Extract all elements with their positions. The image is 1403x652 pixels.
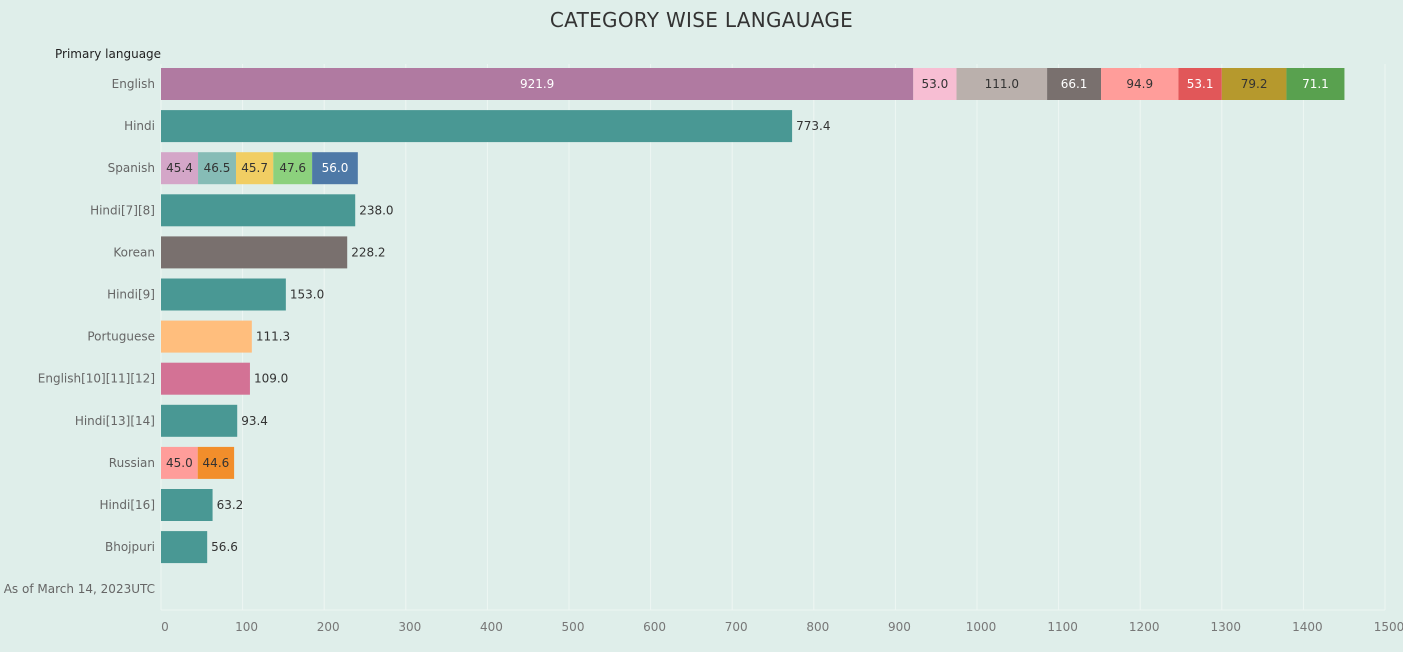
bar-segment: [1047, 68, 1102, 100]
data-label: 94.9: [1126, 77, 1153, 91]
data-label: 47.6: [279, 161, 306, 175]
bar-segment: [913, 68, 957, 100]
category-label: Hindi[16]: [99, 498, 155, 512]
bar-segment: [161, 362, 250, 395]
category-label: Bhojpuri: [105, 540, 155, 554]
bar-segment: [273, 152, 313, 185]
category-label: Russian: [109, 456, 155, 470]
bar-segment: [161, 446, 198, 479]
category-label: Portuguese: [87, 330, 155, 344]
x-tick-label: 1000: [966, 620, 997, 634]
data-label: 56.0: [322, 161, 349, 175]
bar-segment: [198, 152, 236, 185]
x-tick-label: 300: [398, 620, 421, 634]
x-axis-ticks: 0 100 200 300 400 500 600 700 800 900 1000 1100 1200…: [161, 609, 1403, 634]
category-label: English[10][11][12]: [38, 372, 155, 386]
bar-segment: [1221, 68, 1287, 100]
bar-segment: [1178, 68, 1222, 100]
category-label: Hindi[7][8]: [90, 203, 155, 217]
bar-segment: [161, 194, 356, 227]
bar-segment: [161, 110, 793, 143]
data-label: 46.5: [204, 161, 231, 175]
bar-segment: [312, 152, 358, 185]
bar-segment: [161, 152, 199, 185]
bars: 921.9 53.0 111.0 66.1 94.9 53.1 79.2 71.1 773.4 4…: [161, 68, 1345, 564]
category-label: Hindi: [124, 119, 155, 133]
x-tick-label: 0: [161, 620, 169, 634]
data-label: 773.4: [796, 119, 830, 133]
data-label: 53.0: [922, 77, 949, 91]
data-label: 921.9: [520, 77, 554, 91]
data-label: 71.1: [1302, 77, 1329, 91]
x-tick-label: 200: [317, 620, 340, 634]
bar-segment: [1101, 68, 1179, 100]
data-label: 53.1: [1187, 77, 1214, 91]
gridlines: [160, 64, 1386, 610]
category-label: Hindi[13][14]: [75, 414, 155, 428]
x-tick-label: 900: [888, 620, 911, 634]
bar-segment: [235, 152, 274, 185]
data-label: 153.0: [290, 288, 324, 302]
x-tick-label: 700: [725, 620, 748, 634]
category-label: Spanish: [108, 161, 155, 175]
data-label: 56.6: [211, 540, 238, 554]
data-label: 45.4: [166, 161, 193, 175]
data-label: 63.2: [217, 498, 244, 512]
bar-segment: [161, 320, 252, 353]
data-label: 66.1: [1061, 77, 1088, 91]
category-label: Hindi[9]: [107, 288, 155, 302]
y-axis-header: Primary language: [55, 47, 162, 61]
bar-segment: [161, 278, 286, 311]
data-label: 45.7: [241, 161, 268, 175]
category-labels: English Hindi Spanish Hindi[7][8] Korean Hind…: [4, 77, 155, 596]
data-label: 238.0: [359, 203, 393, 217]
x-tick-label: 400: [480, 620, 503, 634]
data-label: 111.3: [256, 330, 290, 344]
data-label: 109.0: [254, 372, 288, 386]
x-tick-label: 500: [562, 620, 585, 634]
x-tick-label: 1200: [1129, 620, 1160, 634]
bar-segment: [161, 531, 208, 564]
bar-segment: [161, 404, 238, 437]
x-tick-label: 1100: [1047, 620, 1078, 634]
data-label: 45.0: [166, 456, 193, 470]
data-label: 79.2: [1241, 77, 1268, 91]
x-tick-label: 1400: [1292, 620, 1323, 634]
data-label: 228.2: [351, 245, 385, 259]
x-tick-label: 600: [643, 620, 666, 634]
data-label: 93.4: [241, 414, 268, 428]
data-label: 44.6: [203, 456, 230, 470]
x-tick-label: 100: [235, 620, 258, 634]
x-tick-label: 1300: [1211, 620, 1242, 634]
category-label: English: [112, 77, 155, 91]
chart-title: CATEGORY WISE LANGAUAGE: [549, 8, 854, 32]
category-label: As of March 14, 2023UTC: [4, 582, 155, 596]
bar-segment: [161, 68, 914, 100]
category-label: Korean: [113, 245, 155, 259]
bar-segment: [956, 68, 1048, 100]
x-tick-label: 1500: [1374, 620, 1403, 634]
bar-segment: [161, 236, 348, 269]
bar-segment: [197, 446, 235, 479]
x-tick-label: 800: [806, 620, 829, 634]
bar-segment: [1286, 68, 1345, 100]
bar-segment: [161, 489, 213, 521]
data-label: 111.0: [985, 77, 1019, 91]
